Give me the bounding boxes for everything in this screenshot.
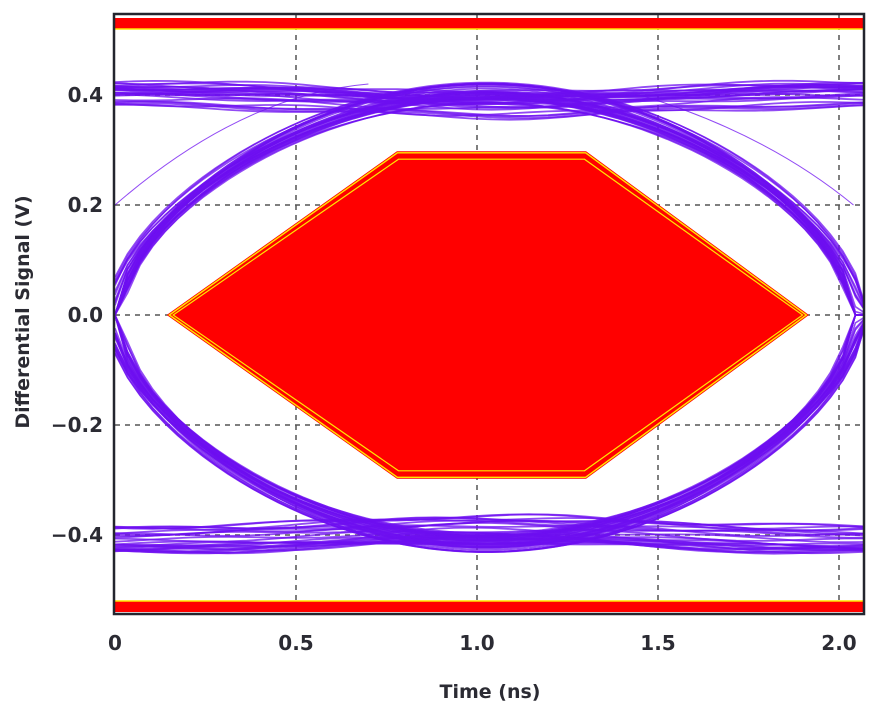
steady-low-trace: [115, 536, 864, 553]
steady-high-trace: [115, 79, 864, 96]
steady-high-trace: [115, 86, 864, 103]
eye-trace-lower: [115, 314, 864, 549]
eye-mask-fill: [166, 151, 809, 479]
steady-low-trace: [115, 535, 864, 549]
steady-low-trace: [115, 519, 864, 536]
steady-low-trace: [115, 533, 864, 551]
y-tick-label: −0.2: [51, 413, 103, 437]
steady-high-trace: [115, 89, 864, 106]
x-tick-label: 1.0: [459, 631, 494, 655]
signal-traces: [115, 79, 864, 555]
limit-band: [115, 601, 864, 612]
steady-low-trace: [115, 516, 864, 532]
y-tick-label: 0.4: [68, 83, 103, 107]
x-tick-label: 1.5: [640, 631, 675, 655]
steady-high-trace: [115, 103, 864, 121]
steady-low-trace: [115, 513, 864, 530]
x-axis-label: Time (ns): [440, 681, 541, 703]
eye-mask: [166, 151, 809, 479]
y-axis-ticks: 0.4 0.2 0.0 −0.2 −0.4: [51, 83, 103, 547]
steady-high-trace: [115, 92, 864, 109]
steady-high-trace: [115, 89, 864, 103]
steady-high-trace: [115, 79, 864, 94]
steady-high-trace: [115, 100, 864, 117]
x-axis-ticks: 0 0.5 1.0 1.5 2.0: [108, 631, 857, 655]
eye-trace-upper: [115, 86, 864, 306]
x-tick-label: 2.0: [821, 631, 856, 655]
steady-high-trace: [115, 102, 864, 119]
y-tick-label: 0.0: [68, 303, 103, 327]
steady-low-trace: [115, 534, 864, 551]
y-tick-label: −0.4: [51, 523, 103, 547]
limit-band: [115, 18, 864, 29]
eye-trace-upper: [115, 82, 864, 316]
eye-mask-inner-edge: [172, 158, 804, 472]
eye-trace-lower: [115, 325, 864, 553]
y-axis-label: Differential Signal (V): [12, 195, 34, 428]
x-tick-label: 0.5: [278, 631, 313, 655]
x-tick-label: 0: [108, 631, 122, 655]
steady-high-trace: [115, 84, 864, 100]
steady-low-trace: [115, 540, 864, 555]
plot-frame: [112, 12, 866, 616]
steady-low-trace: [115, 526, 864, 544]
y-tick-label: 0.2: [68, 193, 103, 217]
steady-low-trace: [115, 529, 864, 543]
eye-trace-lower: [115, 321, 864, 550]
outlier-trace: [115, 83, 369, 206]
steady-low-trace: [115, 524, 864, 537]
steady-low-trace: [115, 532, 864, 549]
steady-low-trace: [115, 522, 864, 539]
eye-trace-upper: [115, 81, 864, 307]
limit-bands: [115, 18, 864, 612]
steady-high-trace: [115, 93, 864, 111]
eye-mask-edge: [168, 152, 808, 478]
outlier-trace: [639, 94, 854, 206]
